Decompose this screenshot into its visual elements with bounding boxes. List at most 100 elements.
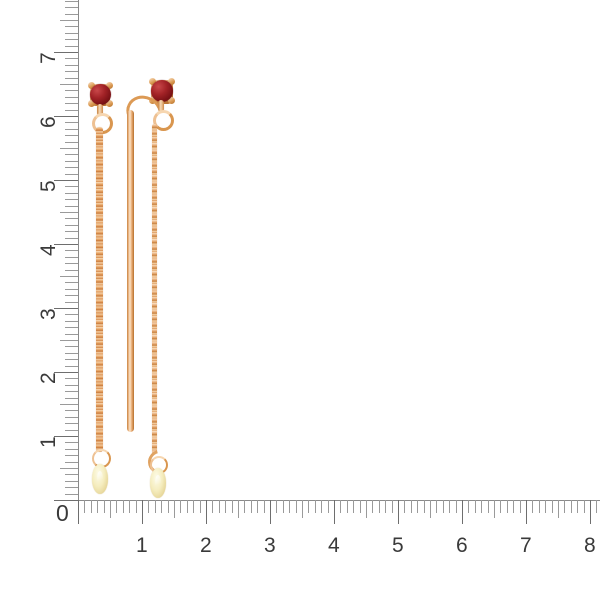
horizontal-major-tick: [590, 500, 591, 524]
vertical-ruler-label: 5: [37, 180, 60, 192]
horizontal-minor-tick: [520, 500, 521, 513]
vertical-minor-tick: [65, 78, 78, 79]
horizontal-minor-tick: [302, 500, 303, 518]
vertical-minor-tick: [65, 154, 78, 155]
vertical-minor-tick: [65, 481, 78, 482]
left-chain: [96, 127, 103, 452]
vertical-minor-tick: [65, 14, 78, 15]
horizontal-minor-tick: [225, 500, 226, 513]
vertical-ruler-label: 4: [37, 244, 60, 256]
horizontal-minor-tick: [584, 500, 585, 513]
vertical-minor-tick: [65, 122, 78, 123]
vertical-major-tick: [54, 436, 78, 437]
vertical-minor-tick: [65, 302, 78, 303]
horizontal-minor-tick: [488, 500, 489, 513]
vertical-minor-tick: [65, 193, 78, 194]
horizontal-minor-tick: [193, 500, 194, 513]
horizontal-minor-tick: [219, 500, 220, 513]
vertical-minor-tick: [65, 487, 78, 488]
horizontal-major-tick: [142, 500, 143, 524]
right-threader-bar: [127, 110, 134, 432]
vertical-minor-tick: [65, 417, 78, 418]
vertical-minor-tick: [60, 276, 78, 277]
vertical-minor-tick: [65, 161, 78, 162]
vertical-ruler-label: 1: [37, 436, 60, 448]
vertical-minor-tick: [65, 366, 78, 367]
vertical-ruler-label: 6: [37, 116, 60, 128]
vertical-minor-tick: [65, 270, 78, 271]
horizontal-minor-tick: [475, 500, 476, 513]
horizontal-minor-tick: [468, 500, 469, 513]
horizontal-ruler-label: 4: [328, 534, 340, 557]
horizontal-minor-tick: [417, 500, 418, 513]
vertical-minor-tick: [65, 462, 78, 463]
vertical-minor-tick: [65, 225, 78, 226]
vertical-minor-tick: [65, 186, 78, 187]
vertical-minor-tick: [65, 442, 78, 443]
vertical-minor-tick: [65, 231, 78, 232]
vertical-minor-tick: [65, 398, 78, 399]
horizontal-minor-tick: [289, 500, 290, 513]
horizontal-minor-tick: [404, 500, 405, 513]
horizontal-ruler-axis: [78, 500, 600, 501]
horizontal-minor-tick: [264, 500, 265, 513]
vertical-minor-tick: [65, 135, 78, 136]
horizontal-minor-tick: [494, 500, 495, 518]
left-prong-bl: [88, 100, 95, 107]
right-garnet-gem: [151, 80, 173, 102]
left-marquise-drop: [92, 464, 108, 494]
horizontal-minor-tick: [296, 500, 297, 513]
horizontal-minor-tick: [116, 500, 117, 513]
horizontal-minor-tick: [257, 500, 258, 513]
vertical-minor-tick: [65, 353, 78, 354]
horizontal-minor-tick: [174, 500, 175, 518]
vertical-minor-tick: [60, 404, 78, 405]
vertical-minor-tick: [65, 314, 78, 315]
horizontal-minor-tick: [443, 500, 444, 513]
vertical-minor-tick: [65, 39, 78, 40]
horizontal-ruler-label: 2: [200, 534, 212, 557]
horizontal-ruler-label: 3: [264, 534, 276, 557]
horizontal-minor-tick: [328, 500, 329, 513]
horizontal-minor-tick: [168, 500, 169, 513]
vertical-minor-tick: [65, 206, 78, 207]
horizontal-minor-tick: [596, 500, 597, 513]
vertical-major-tick: [54, 116, 78, 117]
vertical-minor-tick: [65, 410, 78, 411]
horizontal-minor-tick: [155, 500, 156, 513]
horizontal-minor-tick: [251, 500, 252, 513]
horizontal-minor-tick: [564, 500, 565, 513]
horizontal-minor-tick: [513, 500, 514, 513]
right-chain: [152, 124, 157, 454]
vertical-minor-tick: [65, 218, 78, 219]
horizontal-minor-tick: [366, 500, 367, 518]
horizontal-minor-tick: [353, 500, 354, 513]
horizontal-minor-tick: [539, 500, 540, 513]
horizontal-minor-tick: [552, 500, 553, 513]
horizontal-ruler-label: 6: [456, 534, 468, 557]
horizontal-minor-tick: [91, 500, 92, 513]
horizontal-minor-tick: [283, 500, 284, 513]
horizontal-minor-tick: [232, 500, 233, 513]
horizontal-minor-tick: [187, 500, 188, 513]
vertical-minor-tick: [65, 90, 78, 91]
horizontal-minor-tick: [276, 500, 277, 513]
right-prong-tr: [168, 78, 175, 85]
vertical-minor-tick: [65, 167, 78, 168]
vertical-major-tick: [54, 52, 78, 53]
vertical-minor-tick: [65, 430, 78, 431]
vertical-minor-tick: [65, 391, 78, 392]
horizontal-major-tick: [78, 500, 79, 524]
right-prong-tl: [149, 78, 156, 85]
horizontal-minor-tick: [315, 500, 316, 513]
vertical-minor-tick: [65, 238, 78, 239]
vertical-minor-tick: [65, 46, 78, 47]
horizontal-minor-tick: [424, 500, 425, 513]
right-jump-ring: [153, 110, 174, 131]
horizontal-minor-tick: [360, 500, 361, 513]
vertical-ruler-label: 3: [37, 308, 60, 320]
vertical-minor-tick: [65, 474, 78, 475]
vertical-minor-tick: [65, 71, 78, 72]
vertical-minor-tick: [60, 84, 78, 85]
left-prong-tr: [106, 82, 113, 89]
